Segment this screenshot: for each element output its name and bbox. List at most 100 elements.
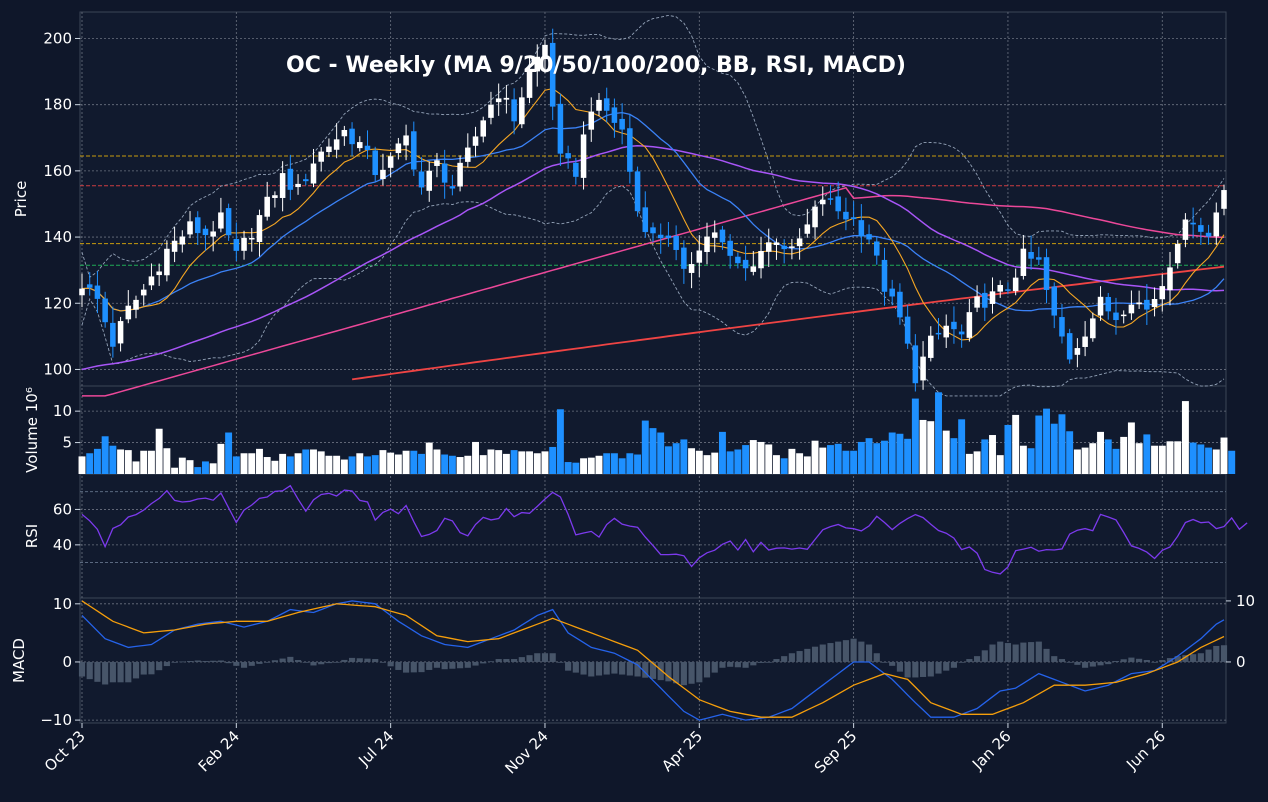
macd-histogram-bar [696, 661, 703, 683]
macd-histogram-bar [665, 661, 672, 682]
volume-bar [510, 450, 518, 474]
volume-bar [479, 455, 487, 474]
volume-bar [657, 432, 665, 474]
macd-histogram-bar [943, 661, 950, 671]
candle-body [943, 325, 949, 338]
volume-bar [734, 449, 742, 474]
macd-histogram-bar [1058, 659, 1066, 662]
volume-bar [718, 431, 726, 474]
volume-bar [749, 440, 757, 474]
macd-axis-label: MACD [10, 638, 28, 683]
macd-histogram-bar [1051, 656, 1058, 662]
candle-body [920, 356, 926, 381]
macd-histogram-bar [781, 656, 788, 662]
candle-body [596, 99, 602, 111]
macd-histogram-bar [796, 651, 803, 662]
volume-bar [518, 451, 526, 474]
macd-histogram-bar [1136, 658, 1143, 662]
volume-bar [448, 455, 456, 474]
macd-histogram-bar [827, 643, 834, 662]
volume-bar [1166, 441, 1174, 474]
volume-bar [495, 450, 503, 474]
candle-body [140, 289, 147, 296]
macd-histogram-bar [819, 644, 826, 662]
macd-histogram-bar [132, 661, 140, 679]
volume-bar [163, 448, 171, 474]
volume-bar [310, 449, 317, 474]
candle-body [557, 103, 564, 154]
bollinger-bands-layer [81, 14, 1225, 397]
volume-bar [989, 435, 996, 474]
volume-bar [178, 457, 186, 474]
volume-bar [649, 428, 657, 474]
price-tick-label: 180 [43, 96, 72, 114]
volume-bar [418, 453, 425, 474]
candle-body [989, 291, 996, 304]
volume-bar [171, 467, 179, 474]
candle-body [218, 212, 224, 229]
volume-bar [888, 432, 896, 474]
candle-body [588, 111, 595, 130]
volume-bar [201, 461, 209, 474]
macd-histogram-bar [78, 661, 86, 677]
candle-body [465, 147, 471, 162]
volume-bar [811, 440, 819, 474]
macd-histogram-bar [1020, 642, 1027, 662]
candle-body [650, 227, 656, 234]
macd-histogram-bar [673, 661, 680, 684]
macd-histogram-bar [919, 661, 927, 677]
macd-histogram-bar [526, 655, 533, 662]
macd-histogram-bar [1035, 641, 1042, 662]
macd-histogram-bar [1066, 661, 1073, 663]
macd-histogram-bar [433, 661, 441, 668]
macd-histogram-bar [1028, 642, 1035, 662]
macd-histogram-bar [773, 659, 780, 662]
volume-bar [1043, 408, 1050, 474]
macd-histogram-bar [1166, 658, 1174, 662]
volume-bar [1181, 401, 1189, 474]
candle-body [673, 235, 679, 250]
macd-histogram-bar [117, 661, 124, 683]
candle-body [542, 44, 548, 60]
candle-body [1066, 333, 1073, 360]
volume-bar [1228, 450, 1236, 474]
volume-bar [549, 446, 557, 474]
macd-histogram-bar [225, 661, 232, 664]
price-tick-label: 140 [43, 228, 72, 246]
volume-bar [263, 457, 271, 474]
volume-bar [225, 432, 233, 474]
candle-body [719, 229, 726, 243]
volume-bar [86, 453, 94, 474]
volume-bar [101, 436, 109, 474]
candle-body [1159, 286, 1166, 300]
volume-bar [1073, 449, 1081, 474]
candle-body [1151, 299, 1158, 308]
volume-bar [865, 438, 873, 474]
price-axis-label: Price [12, 181, 30, 218]
candle-body [357, 142, 363, 149]
macd-histogram-bar [1097, 661, 1104, 666]
candle-body [997, 285, 1003, 292]
candle-body [241, 237, 247, 251]
candle-body [1105, 296, 1112, 312]
candle-body [272, 195, 278, 198]
volume-bar [271, 460, 279, 474]
volume-bar [680, 439, 688, 474]
candle-body [781, 245, 787, 250]
candle-body [349, 128, 355, 145]
candle-body [1205, 232, 1212, 237]
macd-histogram-bar [974, 656, 981, 662]
volume-bar [1112, 448, 1120, 474]
volume-bar [634, 454, 642, 474]
volume-bar [302, 449, 310, 474]
macd-histogram-bar [881, 661, 888, 663]
candle-body [827, 198, 834, 200]
macd-histogram-bar [410, 661, 417, 673]
macd-histogram-bar [248, 661, 255, 666]
macd-histogram-bar [619, 661, 626, 675]
candle-body [457, 162, 463, 187]
macd-histogram-bar [318, 661, 325, 665]
volume-bar [896, 433, 904, 474]
macd-histogram-bar [140, 661, 147, 675]
volume-bar [641, 420, 649, 474]
